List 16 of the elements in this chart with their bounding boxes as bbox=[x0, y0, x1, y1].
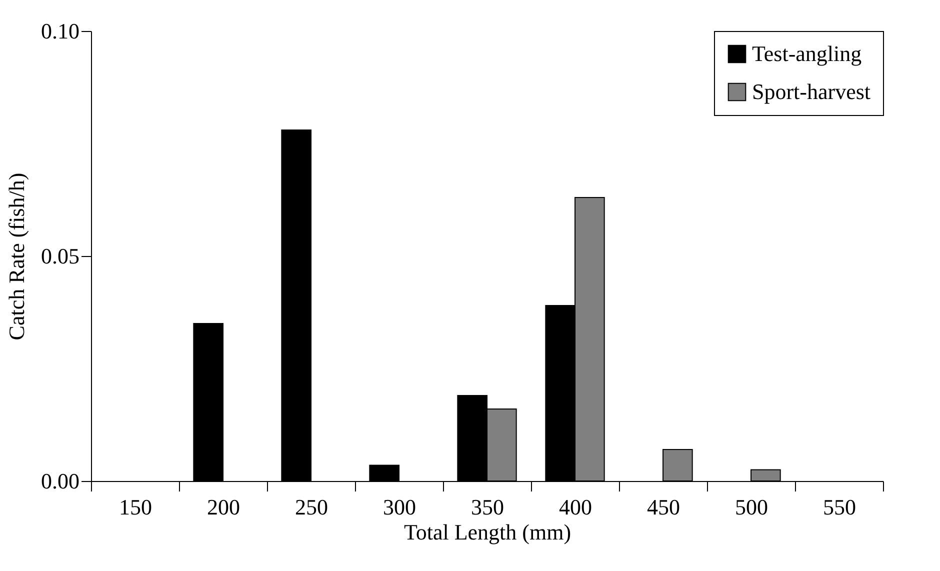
y-tick-label: 0.00 bbox=[41, 468, 80, 494]
legend-label: Test-angling bbox=[752, 41, 862, 66]
x-tick-label: 250 bbox=[295, 494, 328, 520]
x-tick-label: 300 bbox=[383, 494, 416, 520]
x-tick-label: 400 bbox=[559, 494, 592, 520]
y-tick-label: 0.10 bbox=[41, 18, 80, 44]
y-axis-title: Catch Rate (fish/h) bbox=[4, 172, 29, 340]
x-tick-label: 450 bbox=[647, 494, 680, 520]
x-tick-label: 350 bbox=[471, 494, 504, 520]
x-tick-label: 200 bbox=[207, 494, 240, 520]
y-tick-label: 0.05 bbox=[41, 244, 80, 268]
x-tick-label: 550 bbox=[823, 494, 856, 520]
x-tick-label: 150 bbox=[119, 494, 152, 520]
x-axis-title: Total Length (mm) bbox=[404, 520, 572, 544]
legend-label: Sport-harvest bbox=[752, 79, 871, 104]
x-tick-label: 500 bbox=[735, 494, 768, 520]
